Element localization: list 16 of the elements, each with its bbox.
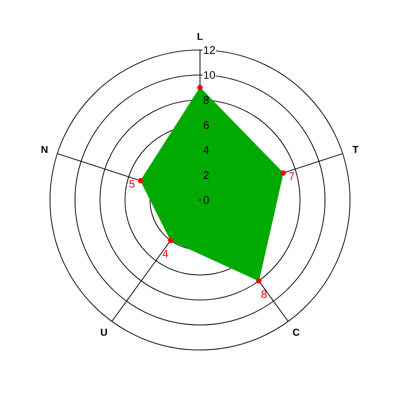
- y-tick-label: 0: [204, 196, 209, 204]
- data-label: 4: [162, 250, 168, 258]
- spoke-label: L: [198, 33, 203, 40]
- y-tick-label: 10: [204, 71, 215, 79]
- data-label: 8: [261, 290, 267, 298]
- y-tick-label: 6: [204, 121, 209, 129]
- y-tick-label: 12: [204, 46, 215, 54]
- y-tick-label: 4: [203, 146, 209, 154]
- spoke-label: C: [292, 328, 300, 336]
- y-tick-label: 2: [204, 171, 209, 179]
- spoke-label: T: [352, 146, 358, 153]
- y-tick-label: 8: [204, 96, 209, 104]
- spoke-label: U: [100, 328, 107, 336]
- spoke-label: N: [42, 146, 48, 153]
- data-label: 5: [129, 180, 135, 188]
- data-label: 7: [289, 172, 294, 180]
